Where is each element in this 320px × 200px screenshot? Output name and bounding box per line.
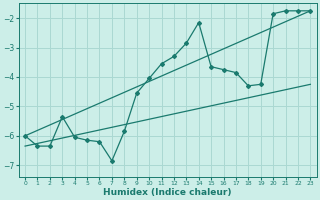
X-axis label: Humidex (Indice chaleur): Humidex (Indice chaleur) — [103, 188, 232, 197]
